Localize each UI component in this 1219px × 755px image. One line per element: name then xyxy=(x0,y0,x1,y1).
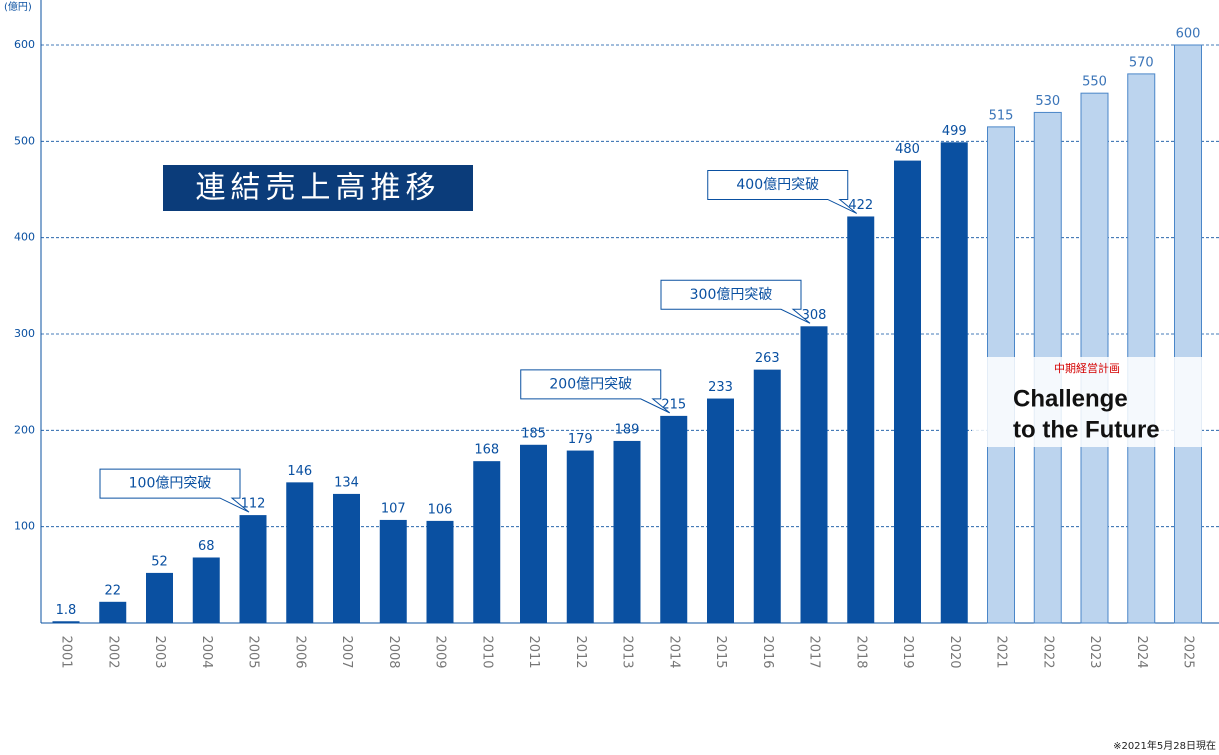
x-tick-label: 2014 xyxy=(666,635,681,668)
data-label: 22 xyxy=(104,583,121,598)
data-label: 600 xyxy=(1176,27,1201,42)
x-tick-label: 2010 xyxy=(479,635,494,668)
y-tick-label: 300 xyxy=(14,327,35,340)
y-tick-label: 500 xyxy=(14,134,35,147)
data-label: 112 xyxy=(241,497,266,512)
x-tick-label: 2022 xyxy=(1040,635,1055,668)
callout-text: 200億円突破 xyxy=(549,376,632,392)
data-label: 550 xyxy=(1082,75,1107,90)
data-label: 530 xyxy=(1035,94,1060,109)
x-tick-label: 2016 xyxy=(760,635,775,668)
x-tick-label: 2001 xyxy=(59,635,74,668)
data-label: 134 xyxy=(334,475,359,490)
x-tick-label: 2002 xyxy=(105,635,120,668)
y-tick-label: 400 xyxy=(14,231,35,244)
callout xyxy=(99,468,250,513)
title-box xyxy=(163,165,473,211)
callout-text: 400億円突破 xyxy=(736,177,819,193)
data-label: 189 xyxy=(615,422,640,437)
bar xyxy=(847,216,875,623)
data-label: 422 xyxy=(848,198,873,213)
x-tick-label: 2006 xyxy=(292,635,307,668)
data-label: 308 xyxy=(802,308,827,323)
bar xyxy=(146,572,173,623)
bar xyxy=(940,142,968,623)
data-label: 263 xyxy=(755,351,780,366)
data-label: 215 xyxy=(661,397,686,412)
callout-text: 100億円突破 xyxy=(129,476,212,492)
x-tick-label: 2018 xyxy=(853,635,868,668)
data-label: 106 xyxy=(428,502,453,517)
bar xyxy=(520,444,547,623)
x-tick-label: 2024 xyxy=(1134,635,1149,668)
x-tick-label: 2012 xyxy=(573,635,588,668)
bar xyxy=(473,461,501,623)
data-label: 480 xyxy=(895,142,920,157)
plan-subtitle: 中期経営計画 xyxy=(1054,361,1120,375)
x-tick-label: 2019 xyxy=(900,635,915,668)
data-label: 52 xyxy=(151,554,168,569)
bar xyxy=(753,369,781,623)
bar xyxy=(379,519,407,623)
callout xyxy=(707,169,858,214)
bar xyxy=(613,440,641,623)
x-tick-label: 2008 xyxy=(386,635,401,668)
data-label: 168 xyxy=(474,443,499,458)
plan-title: to the Future xyxy=(1013,416,1160,443)
plan-box xyxy=(972,357,1202,447)
x-tick-label: 2015 xyxy=(713,635,728,668)
bar xyxy=(894,160,921,623)
data-label: 499 xyxy=(942,124,967,139)
data-label: 185 xyxy=(521,426,546,441)
plan-title: Challenge xyxy=(1013,385,1128,412)
data-label: 179 xyxy=(568,432,593,447)
bar xyxy=(660,415,688,623)
y-tick-label: 100 xyxy=(14,520,35,533)
x-tick-label: 2025 xyxy=(1181,635,1196,668)
bar xyxy=(286,482,314,623)
x-tick-label: 2023 xyxy=(1087,635,1102,668)
x-tick-label: 2011 xyxy=(526,635,541,668)
callout xyxy=(660,279,811,324)
data-label: 68 xyxy=(198,539,215,554)
y-tick-label: 600 xyxy=(14,38,35,51)
x-tick-label: 2005 xyxy=(246,635,261,668)
callout xyxy=(520,369,671,414)
bar xyxy=(1127,73,1156,624)
data-label: 515 xyxy=(989,108,1014,123)
bar xyxy=(333,493,360,623)
unit-label: (億円) xyxy=(4,0,32,13)
bar xyxy=(707,398,734,623)
bar xyxy=(426,520,454,623)
x-tick-label: 2009 xyxy=(433,635,448,668)
x-tick-label: 2021 xyxy=(994,635,1009,668)
bar xyxy=(52,621,80,623)
x-tick-label: 2017 xyxy=(807,635,822,668)
x-tick-label: 2003 xyxy=(152,635,167,668)
data-label: 1.8 xyxy=(56,603,77,618)
chart-title: 連結売上高推移 xyxy=(196,171,441,206)
x-tick-label: 2007 xyxy=(339,635,354,668)
footnote: ※2021年5月28日現在 xyxy=(1113,739,1216,752)
y-tick-label: 200 xyxy=(14,423,35,436)
bar xyxy=(1174,44,1202,624)
data-label: 570 xyxy=(1129,55,1154,70)
data-label: 146 xyxy=(287,464,312,479)
bar xyxy=(239,515,267,623)
callout-text: 300億円突破 xyxy=(690,287,773,303)
data-label: 233 xyxy=(708,380,733,395)
x-tick-label: 2004 xyxy=(199,635,214,668)
bar xyxy=(566,450,594,623)
data-label: 107 xyxy=(381,501,406,516)
bar xyxy=(99,601,127,623)
bar xyxy=(192,557,220,623)
x-tick-label: 2013 xyxy=(620,635,635,668)
bar xyxy=(800,326,828,623)
x-tick-label: 2020 xyxy=(947,635,962,668)
